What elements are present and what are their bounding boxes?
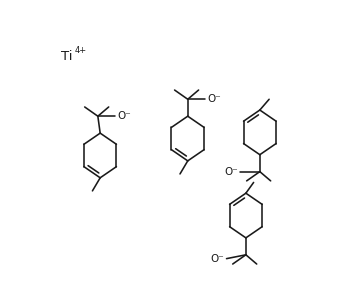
- Text: 4+: 4+: [75, 46, 87, 55]
- Text: Ti: Ti: [61, 50, 73, 63]
- Text: O⁻: O⁻: [117, 111, 131, 121]
- Text: O⁻: O⁻: [211, 254, 224, 264]
- Text: O⁻: O⁻: [224, 167, 238, 177]
- Text: O⁻: O⁻: [207, 94, 221, 104]
